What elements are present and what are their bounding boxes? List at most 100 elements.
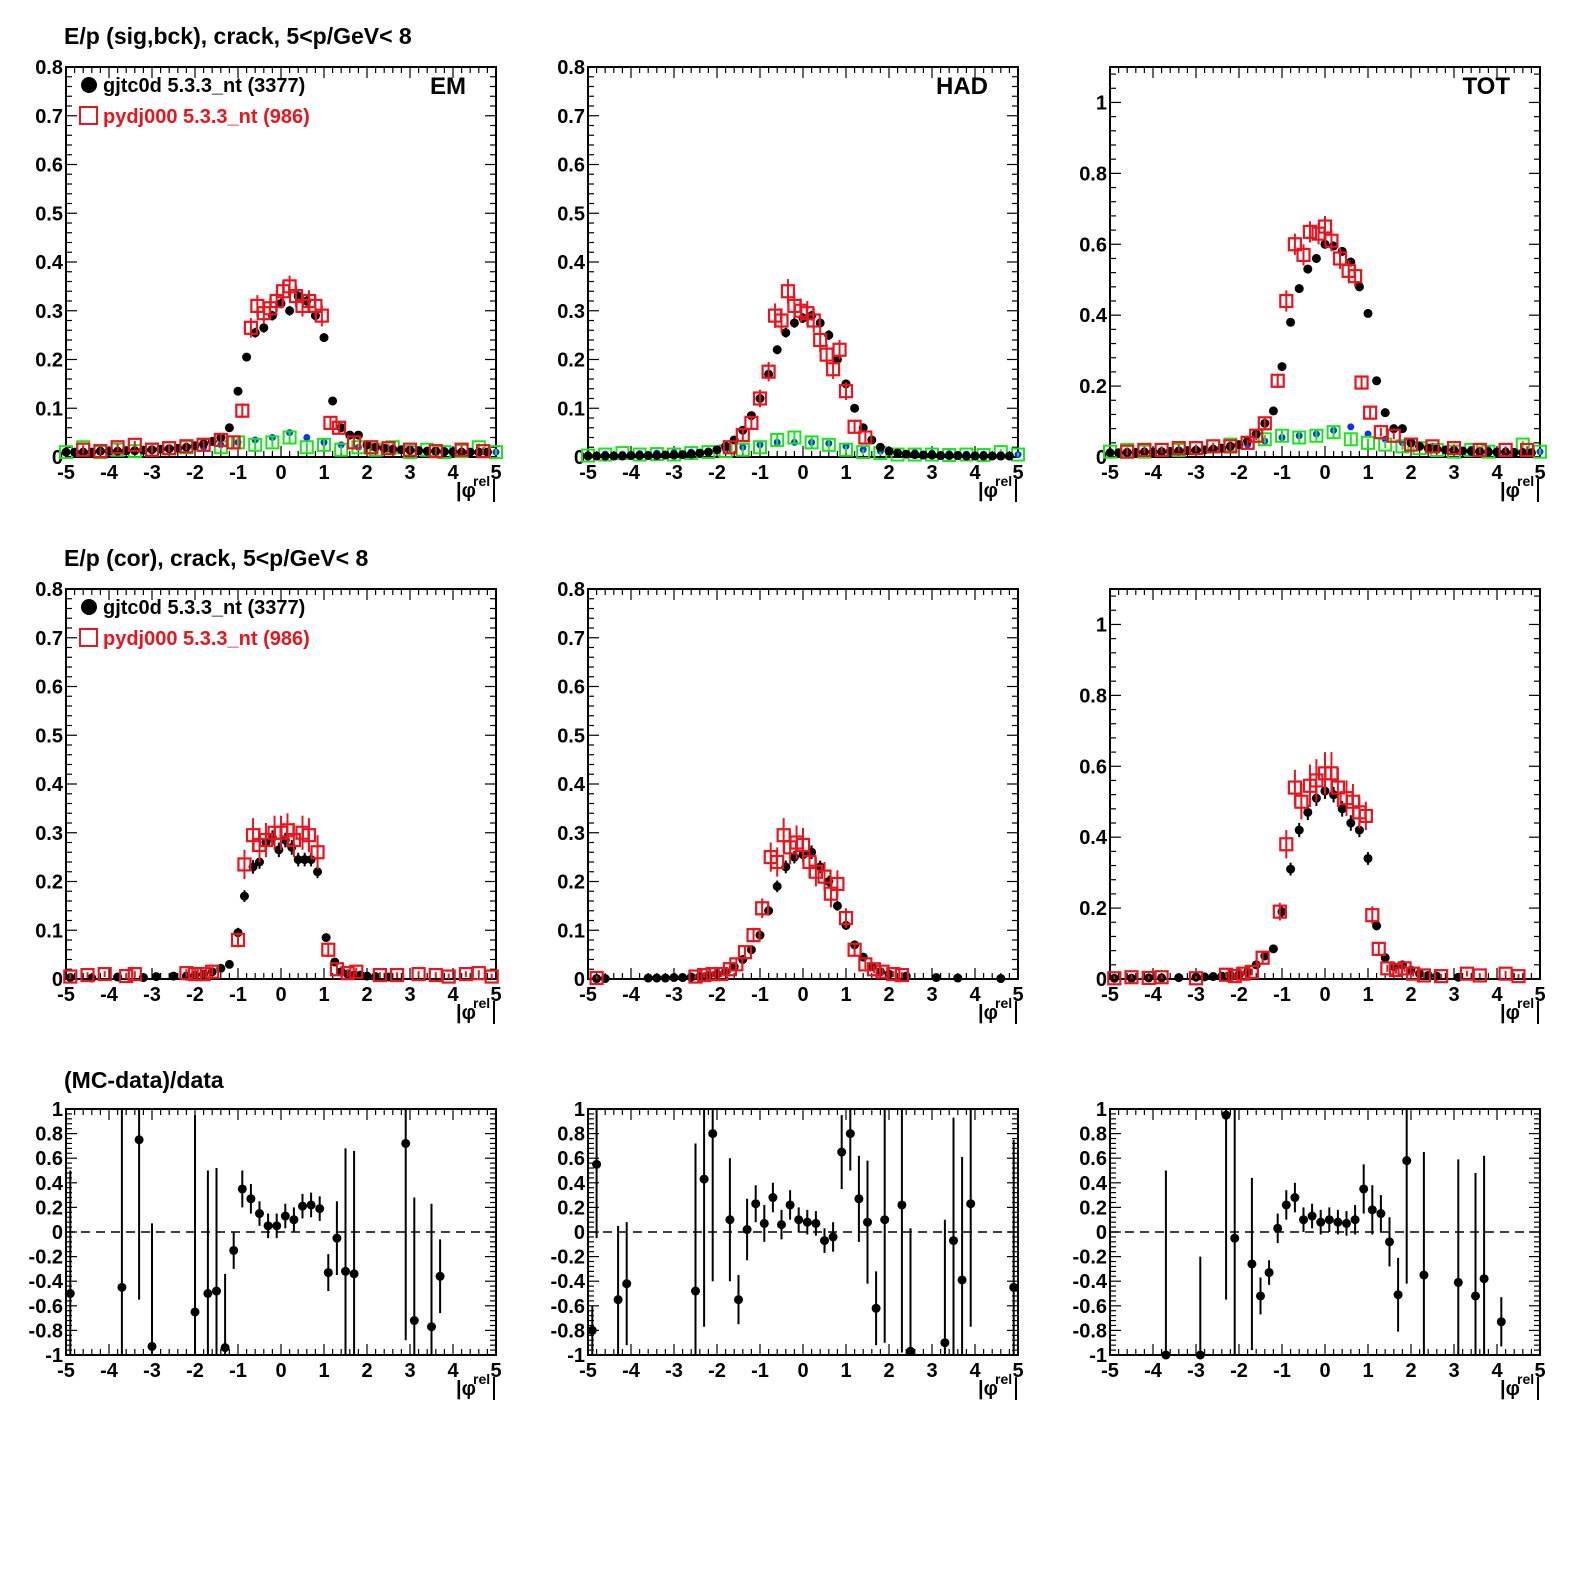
- data-point: [897, 1200, 907, 1210]
- data-point: [293, 855, 303, 865]
- x-tick-label: -2: [1230, 984, 1248, 1006]
- data-point: [1354, 825, 1364, 835]
- row-title-ratio: (MC-data)/data: [64, 1067, 224, 1093]
- mc-point: [76, 442, 91, 457]
- data-point: [1342, 1218, 1351, 1228]
- y-tick-label: 0.3: [35, 301, 63, 323]
- series-dot: [1105, 239, 1536, 458]
- x-axis-superscript: rel: [473, 1371, 490, 1387]
- y-tick-label: -0.4: [551, 1271, 586, 1293]
- data-point: [652, 973, 662, 983]
- panel-ratio-tot: -5 -4 -3 -2 -1 0 1 2 3 4 5-1-0.8-0.6-0.4-0.200.20.…: [1073, 1099, 1546, 1400]
- mc-point: [314, 308, 329, 323]
- data-point: [250, 328, 260, 338]
- mc-point: [1236, 966, 1251, 981]
- data-point: [1230, 1233, 1240, 1243]
- y-tick-label: 0.1: [35, 398, 63, 420]
- data-point: [1402, 1156, 1412, 1166]
- mc-point: [179, 966, 194, 981]
- legend-mc-marker: [79, 106, 98, 125]
- data-point: [961, 451, 971, 461]
- background-mc-point: [753, 440, 767, 455]
- mc-point: [813, 332, 828, 348]
- mc-point: [1279, 293, 1294, 309]
- data-point: [691, 1286, 700, 1296]
- mc-point: [347, 435, 362, 450]
- x-tick-label: -4: [622, 462, 641, 484]
- x-tick-label: 4: [969, 462, 981, 484]
- x-tick-label: 5: [1534, 462, 1545, 484]
- y-tick-label: 0.6: [557, 155, 585, 177]
- background-mc-point: [1343, 432, 1358, 447]
- panel-corrected-had: -5 -4 -3 -2 -1 0 1 2 3 4 5 0 0.1 0.2 0.3 0.4 0.5 0.6 0.7 0.…: [557, 579, 1024, 1024]
- y-tick-label: 0.8: [35, 57, 63, 79]
- data-point: [1277, 362, 1287, 372]
- x-tick-label: -4: [100, 984, 119, 1006]
- data-point: [1307, 1211, 1317, 1221]
- legend-mc-label: pydj000 5.3.3_nt (986): [103, 628, 310, 650]
- series-square: [1107, 752, 1526, 986]
- y-tick-label: -1: [567, 1345, 585, 1367]
- x-tick-label: 0: [797, 462, 808, 484]
- background-mc-point: [282, 430, 297, 445]
- mc-point: [286, 832, 301, 848]
- data-point: [918, 450, 928, 460]
- data-point: [1311, 253, 1321, 263]
- legend-corrected: gjtc0d 5.3.3_nt (3377) pydj000 5.3.3_nt …: [79, 597, 310, 650]
- mc-point: [729, 957, 744, 972]
- mc-point: [1365, 908, 1380, 923]
- y-tick-label: 0.1: [557, 920, 585, 942]
- x-tick-label: 2: [361, 1360, 372, 1382]
- data-point: [203, 1289, 213, 1298]
- legend-data-marker: [81, 599, 97, 615]
- data-point: [712, 445, 722, 455]
- data-point: [734, 1295, 743, 1305]
- data-point: [953, 973, 963, 983]
- panel-corrected-em: -5 -4 -3 -2 -1 0 1 2 3 4 5 0 0.1 0.2 0.3 0.4 0.5 0.6 0.7 0.…: [35, 579, 502, 1024]
- mc-point: [894, 967, 910, 983]
- background-mc-point: [299, 440, 314, 455]
- series-dot: [1161, 1109, 1506, 1360]
- y-tick-label: 1: [574, 1099, 585, 1121]
- data-point: [242, 352, 252, 362]
- data-point: [341, 1266, 350, 1276]
- data-point: [1225, 970, 1235, 980]
- y-tick-label: 0.4: [557, 1173, 586, 1195]
- mc-point: [737, 945, 753, 960]
- mc-point: [119, 968, 134, 984]
- data-point: [353, 430, 363, 440]
- data-point: [263, 1221, 273, 1231]
- plot-frame: [587, 66, 1019, 458]
- data-point: [1453, 1277, 1463, 1287]
- mc-point: [1371, 941, 1386, 956]
- y-tick-label: 0.5: [557, 203, 585, 225]
- panel-signal-had: -5 -4 -3 -2 -1 0 1 2 3 4 5 0 0.1 0.2 0.3 0.4 0.5 0.6 0.7 0.…: [557, 57, 1025, 502]
- data-point: [1363, 853, 1373, 863]
- mc-point: [1302, 224, 1318, 239]
- x-tick-label: 0: [1319, 1360, 1330, 1382]
- mc-point: [688, 969, 703, 984]
- mc-point: [402, 442, 418, 457]
- x-tick-label: 2: [1405, 462, 1416, 484]
- mc-point: [825, 362, 841, 377]
- x-axis-label: |φ: [978, 480, 998, 502]
- mc-point: [1120, 444, 1135, 459]
- data-point: [1290, 1193, 1300, 1203]
- x-tick-label: 2: [1405, 984, 1416, 1006]
- x-axis-label: |φ: [1500, 1378, 1520, 1400]
- x-axis-label: |φ: [456, 1378, 476, 1400]
- y-tick-label: 0.3: [557, 301, 585, 323]
- x-tick-label: 4: [447, 984, 459, 1006]
- y-tick-label: -0.2: [29, 1247, 63, 1269]
- mc-point: [1223, 439, 1238, 454]
- data-point: [1303, 807, 1313, 817]
- data-point: [224, 423, 234, 433]
- data-point: [583, 451, 593, 461]
- data-point: [239, 891, 249, 901]
- data-point: [1161, 1350, 1171, 1360]
- mc-point: [1317, 219, 1333, 234]
- data-point: [587, 1325, 597, 1335]
- data-point: [323, 1268, 333, 1278]
